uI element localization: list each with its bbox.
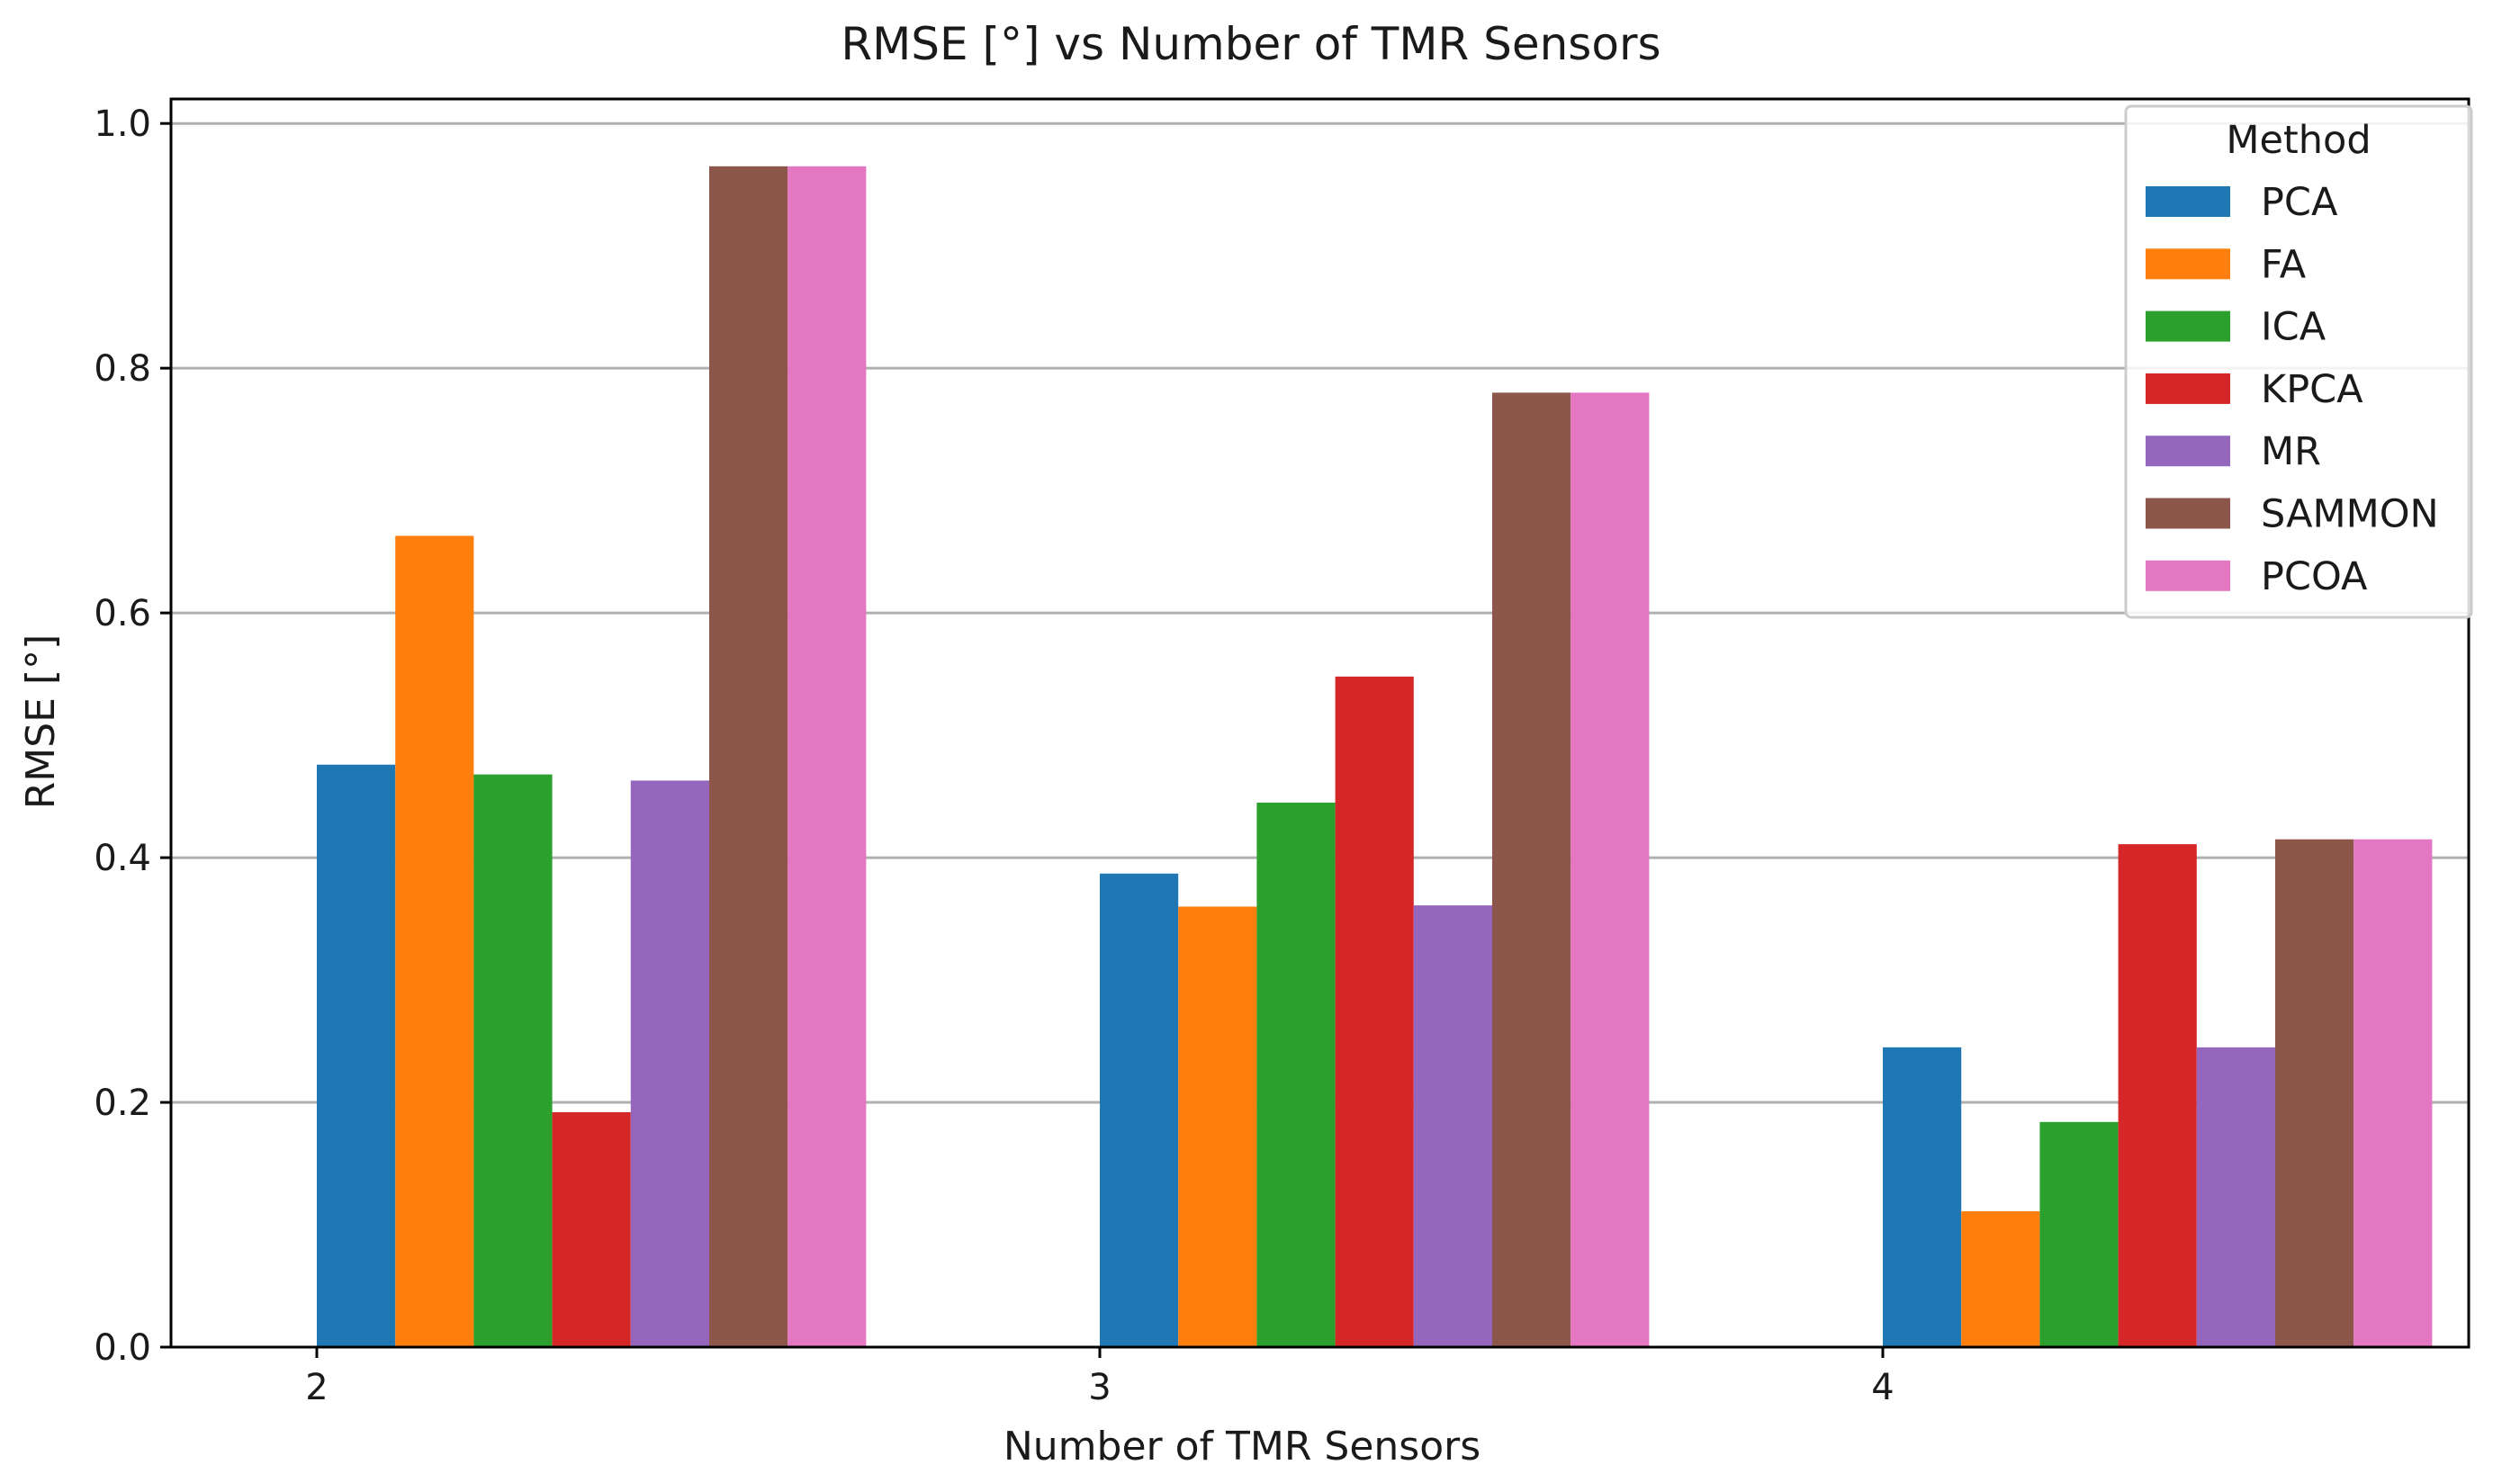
bar-sammon-2 xyxy=(709,166,788,1348)
bar-mr-3 xyxy=(1413,905,1492,1347)
bars xyxy=(317,166,2433,1348)
legend-swatch-kpca xyxy=(2146,373,2230,404)
legend-entries: PCA FA ICA KPCA MR SAMMON PCOA xyxy=(2146,180,2439,599)
y-tick-label: 0.8 xyxy=(94,348,151,390)
chart-title: RMSE [°] vs Number of TMR Sensors xyxy=(841,18,1660,70)
bar-fa-4 xyxy=(1961,1211,2040,1347)
legend-title: Method xyxy=(2226,118,2371,163)
legend-swatch-pcoa xyxy=(2146,560,2230,591)
bar-pca-3 xyxy=(1100,873,1179,1347)
bar-pcoa-3 xyxy=(1570,392,1650,1348)
bar-pca-4 xyxy=(1883,1047,1962,1347)
legend-swatch-ica xyxy=(2146,310,2230,342)
bar-ica-4 xyxy=(2039,1121,2119,1347)
legend-label-mr: MR xyxy=(2261,429,2321,474)
x-tick-label: 3 xyxy=(1088,1367,1111,1408)
bar-kpca-4 xyxy=(2118,844,2197,1347)
y-axis-label: RMSE [°] xyxy=(18,634,64,810)
y-tick-label: 0.6 xyxy=(94,593,151,634)
legend-swatch-sammon xyxy=(2146,498,2230,529)
legend-swatch-mr xyxy=(2146,436,2230,467)
bar-fa-3 xyxy=(1178,906,1257,1347)
y-tick-label: 0.2 xyxy=(94,1083,151,1124)
y-tick-label: 0.4 xyxy=(94,838,151,879)
legend-label-kpca: KPCA xyxy=(2261,367,2363,412)
bar-ica-3 xyxy=(1256,802,1336,1347)
legend-label-ica: ICA xyxy=(2261,305,2326,350)
bar-sammon-3 xyxy=(1492,392,1571,1348)
bar-ica-2 xyxy=(473,774,553,1347)
bar-sammon-4 xyxy=(2275,839,2354,1347)
y-axis-ticks: 0.0 0.2 0.4 0.6 0.8 1.0 xyxy=(94,103,171,1369)
y-tick-label: 1.0 xyxy=(94,103,151,145)
legend-label-pcoa: PCOA xyxy=(2261,554,2368,599)
bar-kpca-2 xyxy=(552,1111,631,1347)
bar-pcoa-2 xyxy=(788,166,867,1348)
x-tick-label: 2 xyxy=(305,1367,328,1408)
legend-label-pca: PCA xyxy=(2261,180,2338,225)
legend-swatch-pca xyxy=(2146,186,2230,217)
legend: Method PCA FA ICA KPCA MR SAMMON PCOA xyxy=(2124,104,2473,619)
legend-swatch-fa xyxy=(2146,248,2230,280)
bar-fa-2 xyxy=(395,535,474,1347)
x-axis-ticks: 2 3 4 xyxy=(305,1347,1894,1408)
legend-label-sammon: SAMMON xyxy=(2261,492,2439,537)
bar-pcoa-4 xyxy=(2354,839,2433,1347)
bar-kpca-3 xyxy=(1335,676,1414,1347)
x-axis-label: Number of TMR Sensors xyxy=(1004,1424,1480,1470)
bar-pca-2 xyxy=(317,764,396,1347)
legend-label-fa: FA xyxy=(2261,242,2307,287)
bar-mr-4 xyxy=(2196,1047,2275,1347)
plot-frame xyxy=(169,97,2470,1349)
bar-mr-2 xyxy=(630,780,709,1347)
legend-box xyxy=(2124,104,2473,619)
x-tick-label: 4 xyxy=(1871,1367,1894,1408)
y-tick-label: 0.0 xyxy=(94,1327,151,1369)
